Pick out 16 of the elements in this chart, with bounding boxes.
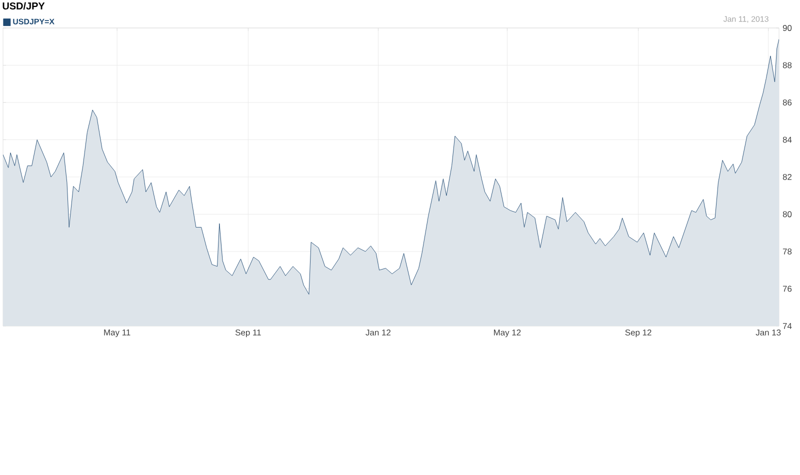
y-tick-label: 88 xyxy=(782,62,792,68)
y-tick-label: 78 xyxy=(782,248,792,254)
x-tick-label: Sep 12 xyxy=(625,330,652,338)
x-tick-label: May 12 xyxy=(494,330,521,338)
y-tick-label: 84 xyxy=(782,136,792,143)
x-tick-label: Jan 12 xyxy=(366,330,390,336)
y-tick-label: 90 xyxy=(782,24,792,31)
y-tick-label: 74 xyxy=(782,323,792,329)
y-tick-label: 76 xyxy=(782,286,792,292)
chart-title: USD/JPY xyxy=(2,2,45,10)
x-tick-label: May 11 xyxy=(104,330,130,338)
y-tick-label: 82 xyxy=(782,174,792,180)
y-tick-label: 80 xyxy=(782,211,792,218)
x-tick-label: Sep 11 xyxy=(235,330,261,338)
y-tick-label: 86 xyxy=(782,99,792,106)
x-tick-label: Jan 13 xyxy=(756,330,781,336)
